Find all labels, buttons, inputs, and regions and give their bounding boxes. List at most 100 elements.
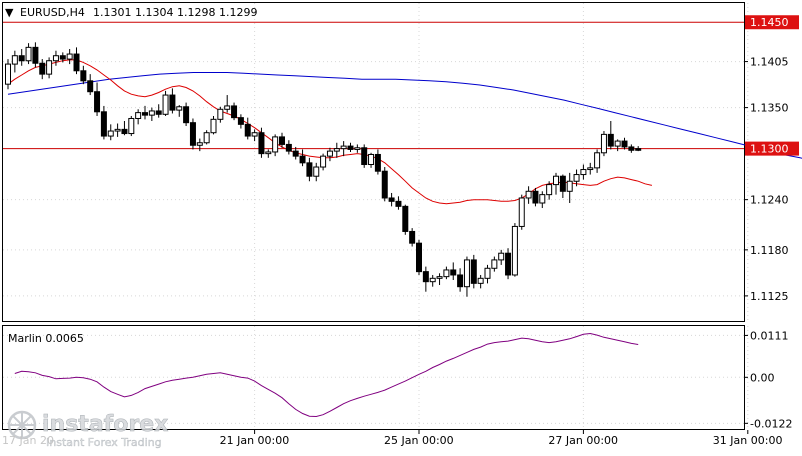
time-tick-label: 31 Jan 00:00 — [713, 434, 783, 447]
candle — [224, 95, 231, 113]
candle-body-bull — [265, 151, 272, 155]
candle-body-bear — [635, 148, 642, 151]
candle — [532, 187, 539, 207]
candle-body-bull — [203, 132, 210, 144]
candle-body-bull — [196, 142, 203, 146]
candle — [621, 137, 628, 150]
candle-body-bear — [183, 106, 190, 124]
candle — [511, 223, 518, 277]
candle — [491, 256, 498, 272]
candle-body-bull — [587, 167, 594, 171]
level-badge-label: 1.1300 — [750, 143, 789, 156]
candle-body-bull — [594, 152, 601, 169]
candle-body-bear — [18, 55, 25, 62]
candle-body-bear — [532, 190, 539, 204]
candle-body-bull — [477, 277, 484, 284]
candle — [505, 248, 512, 280]
candle-body-bear — [32, 46, 39, 64]
candle-body-bear — [258, 132, 265, 155]
candle — [450, 262, 457, 280]
candle — [5, 59, 11, 90]
candle — [237, 114, 244, 129]
candle-body-bull — [354, 147, 361, 150]
candle — [59, 52, 66, 63]
candle — [607, 120, 614, 150]
candle — [114, 123, 121, 137]
candle-body-bull — [46, 60, 53, 75]
oscillator-axis: 0.0111 0.00 -0.0122 — [744, 329, 792, 430]
instaforex-logo-icon — [7, 410, 37, 440]
candle — [25, 43, 32, 65]
candle — [244, 117, 251, 140]
candle-body-bull — [525, 190, 532, 199]
candle-body-bull — [251, 132, 258, 137]
ma-slow-path — [7, 72, 802, 159]
candle — [409, 228, 416, 247]
candle-body-bear — [395, 200, 402, 207]
candle — [395, 196, 402, 210]
candle-body-bull — [11, 55, 18, 65]
candle — [217, 106, 224, 123]
candle — [169, 88, 176, 114]
price-axis: 1.1405 1.1350 1.1240 1.1180 1.1125 1.1450 1.13… — [744, 15, 799, 303]
candle-body-bull — [484, 267, 491, 279]
candle — [46, 57, 53, 79]
candle — [272, 134, 279, 157]
candle-body-bull — [210, 118, 217, 134]
candle-body-bear — [94, 91, 101, 113]
candle-body-bear — [73, 53, 80, 72]
candle — [628, 144, 635, 153]
candle — [340, 141, 347, 157]
candle — [525, 186, 532, 204]
candle — [436, 273, 443, 286]
candle-body-bear — [155, 110, 162, 115]
candle-body-bull — [580, 169, 587, 176]
candle-body-bull — [498, 252, 505, 261]
candlestick-series — [5, 42, 642, 297]
candle — [176, 105, 183, 117]
candle-body-bear — [422, 271, 429, 283]
candle — [231, 102, 238, 121]
candle — [484, 264, 491, 284]
candle-body-bull — [107, 130, 114, 137]
candle-body-bull — [272, 136, 279, 153]
candle — [416, 239, 422, 275]
marlin-oscillator-line — [14, 332, 639, 418]
candle-body-bull — [52, 55, 59, 62]
candle-body-bear — [59, 55, 66, 60]
candle-body-bear — [142, 112, 148, 116]
candle — [539, 191, 546, 209]
candle — [546, 181, 553, 200]
candle — [374, 149, 381, 175]
candle — [573, 169, 580, 187]
candle — [422, 266, 429, 292]
candle-body-bull — [176, 106, 183, 111]
candle-body-bear — [237, 117, 244, 125]
candle — [203, 130, 210, 145]
candle — [251, 129, 258, 142]
ma-slow-line — [7, 72, 802, 159]
candle — [107, 124, 114, 141]
ohlc-readout: 1.1301 1.1304 1.1298 1.1299 — [93, 6, 257, 19]
candle — [477, 274, 484, 289]
candle-body-bull — [566, 180, 573, 192]
candle-body-bull — [25, 46, 32, 62]
candle-body-bear — [244, 123, 251, 137]
candle — [162, 90, 169, 116]
candle-body-bull — [128, 117, 135, 135]
candle — [279, 132, 285, 148]
price-tick-label: 1.1180 — [750, 244, 789, 257]
candle-body-bear — [87, 80, 94, 93]
candle-body-bear — [505, 252, 512, 276]
candle — [100, 105, 107, 140]
candle — [285, 140, 292, 155]
candle — [635, 146, 642, 152]
level-badge-label: 1.1450 — [750, 16, 789, 29]
candle — [559, 174, 566, 198]
candle-body-bear — [347, 145, 354, 150]
candle-body-bear — [279, 136, 285, 145]
candle — [614, 139, 621, 152]
candle — [333, 142, 340, 158]
candle — [148, 107, 155, 121]
